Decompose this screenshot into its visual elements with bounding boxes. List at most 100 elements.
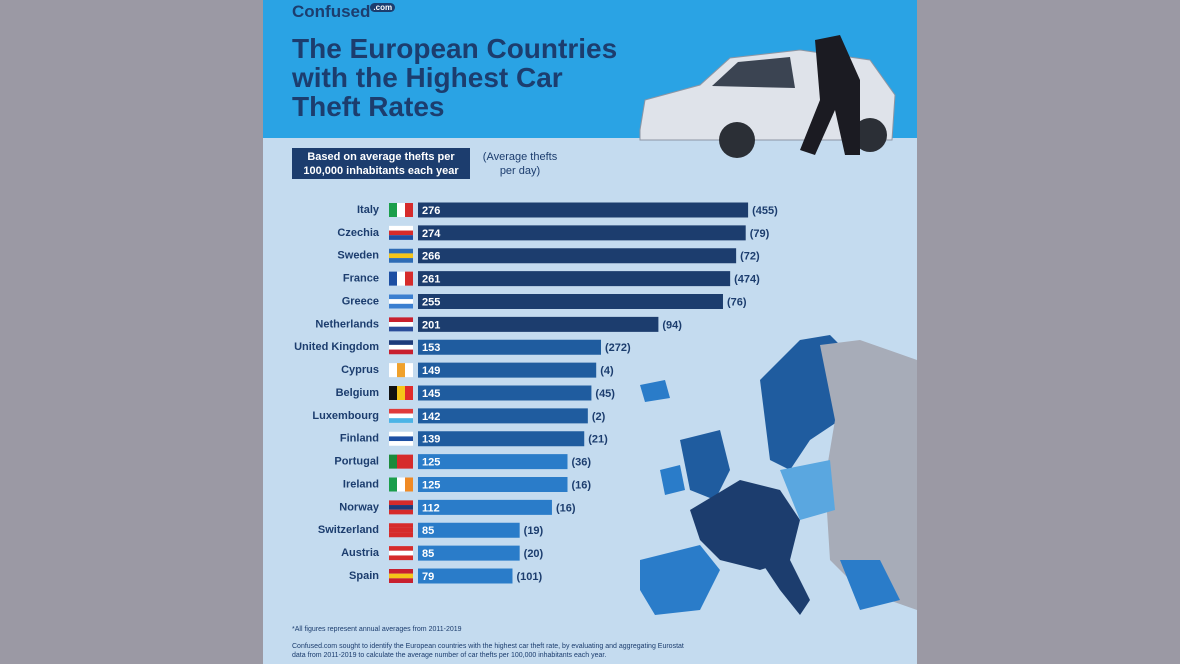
flag-stripe bbox=[389, 527, 413, 533]
flag-stripe bbox=[389, 386, 397, 400]
daily-value-label: (72) bbox=[740, 251, 760, 263]
flag-stripe bbox=[397, 386, 405, 400]
bar-value-label: 276 bbox=[422, 205, 440, 217]
flag-stripe bbox=[405, 477, 413, 492]
flag-stripe bbox=[389, 523, 413, 528]
bar bbox=[418, 499, 552, 515]
category-label: Norway bbox=[339, 501, 380, 513]
category-label: Netherlands bbox=[315, 318, 379, 330]
flag-stripe bbox=[397, 203, 405, 217]
daily-value-label: (36) bbox=[572, 457, 592, 469]
flag-stripe bbox=[389, 573, 413, 579]
daily-value-label: (455) bbox=[752, 205, 778, 217]
flag-stripe bbox=[405, 203, 413, 217]
flag-stripe bbox=[389, 303, 413, 309]
flag-stripe bbox=[389, 418, 413, 423]
bar bbox=[418, 477, 568, 492]
category-label: Cyprus bbox=[341, 364, 379, 376]
bar-value-label: 274 bbox=[422, 228, 441, 240]
logo-badge: .com bbox=[370, 3, 396, 13]
bar bbox=[418, 454, 568, 470]
category-label: Finland bbox=[340, 433, 379, 445]
flag-stripe bbox=[389, 258, 413, 263]
category-label: Czechia bbox=[337, 227, 379, 239]
category-label: United Kingdom bbox=[294, 341, 379, 353]
bar-value-label: 261 bbox=[422, 274, 440, 286]
bar bbox=[418, 271, 731, 287]
bar-value-label: 201 bbox=[422, 319, 440, 331]
category-label: Luxembourg bbox=[312, 410, 379, 422]
bar-value-label: 255 bbox=[422, 296, 440, 308]
category-label: Greece bbox=[342, 295, 379, 307]
flag-stripe bbox=[389, 225, 413, 231]
flag-stripe bbox=[389, 271, 397, 286]
bar bbox=[418, 385, 592, 401]
daily-series-label: (Average thefts per day) bbox=[482, 151, 558, 177]
flag-stripe bbox=[389, 294, 413, 300]
flag-stripe bbox=[389, 203, 397, 217]
flag-stripe bbox=[389, 500, 413, 506]
daily-value-label: (101) bbox=[516, 571, 542, 583]
bar bbox=[418, 362, 597, 378]
category-label: Spain bbox=[349, 570, 379, 582]
daily-value-label: (76) bbox=[727, 296, 747, 308]
daily-value-label: (16) bbox=[572, 479, 592, 491]
flag-stripe bbox=[389, 532, 413, 538]
subtitle-box bbox=[292, 148, 470, 179]
flag-stripe bbox=[389, 546, 413, 551]
flag-stripe bbox=[389, 431, 413, 437]
category-label: Portugal bbox=[334, 456, 379, 468]
bar bbox=[418, 202, 749, 218]
daily-value-label: (94) bbox=[662, 319, 682, 331]
bar bbox=[418, 294, 723, 309]
flag-stripe bbox=[389, 230, 413, 236]
daily-value-label: (4) bbox=[600, 365, 614, 377]
flag-stripe bbox=[389, 340, 413, 345]
flag-stripe bbox=[397, 271, 405, 286]
bar-value-label: 149 bbox=[422, 365, 440, 377]
category-label: Belgium bbox=[336, 387, 380, 399]
daily-value-label: (19) bbox=[524, 525, 544, 537]
category-label: Switzerland bbox=[318, 524, 379, 536]
bar bbox=[418, 431, 585, 447]
flag-stripe bbox=[389, 441, 413, 446]
daily-value-label: (474) bbox=[734, 274, 760, 286]
bar-value-label: 145 bbox=[422, 388, 440, 400]
flag-stripe bbox=[389, 363, 397, 378]
flag-stripe bbox=[389, 509, 413, 515]
flag-stripe bbox=[397, 363, 405, 378]
chart-title: The European Countries with the Highest … bbox=[292, 33, 618, 122]
flag-stripe bbox=[389, 413, 413, 419]
bar bbox=[418, 522, 520, 538]
flag-stripe bbox=[389, 505, 413, 510]
flag-stripe bbox=[397, 477, 405, 492]
bar-value-label: 125 bbox=[422, 479, 440, 491]
flag-stripe bbox=[405, 454, 413, 469]
flag-stripe bbox=[389, 477, 397, 492]
flag-stripe bbox=[389, 235, 413, 240]
source-note: Confused.com sought to identify the Euro… bbox=[292, 643, 684, 659]
flag-stripe bbox=[389, 349, 413, 355]
flag-stripe bbox=[389, 454, 397, 469]
daily-value-label: (20) bbox=[524, 548, 544, 560]
flag-stripe bbox=[389, 317, 413, 323]
bar-series-label: Based on average thefts per 100,000 inha… bbox=[303, 151, 459, 177]
bar-value-label: 153 bbox=[422, 342, 440, 354]
bar bbox=[418, 408, 588, 424]
bar bbox=[418, 225, 746, 241]
flag-stripe bbox=[389, 436, 413, 442]
footnote: *All figures represent annual averages f… bbox=[292, 626, 462, 633]
logo: Confused .com bbox=[292, 2, 396, 22]
bar-value-label: 139 bbox=[422, 434, 440, 446]
category-label: France bbox=[343, 273, 379, 285]
bar bbox=[418, 248, 737, 264]
bar-value-label: 266 bbox=[422, 251, 440, 263]
flag-stripe bbox=[389, 408, 413, 414]
car-illustration bbox=[639, 35, 896, 158]
bar-value-label: 85 bbox=[422, 548, 434, 560]
flag-stripe bbox=[405, 386, 413, 400]
flag-stripe bbox=[389, 326, 413, 332]
flag-stripe bbox=[389, 555, 413, 561]
